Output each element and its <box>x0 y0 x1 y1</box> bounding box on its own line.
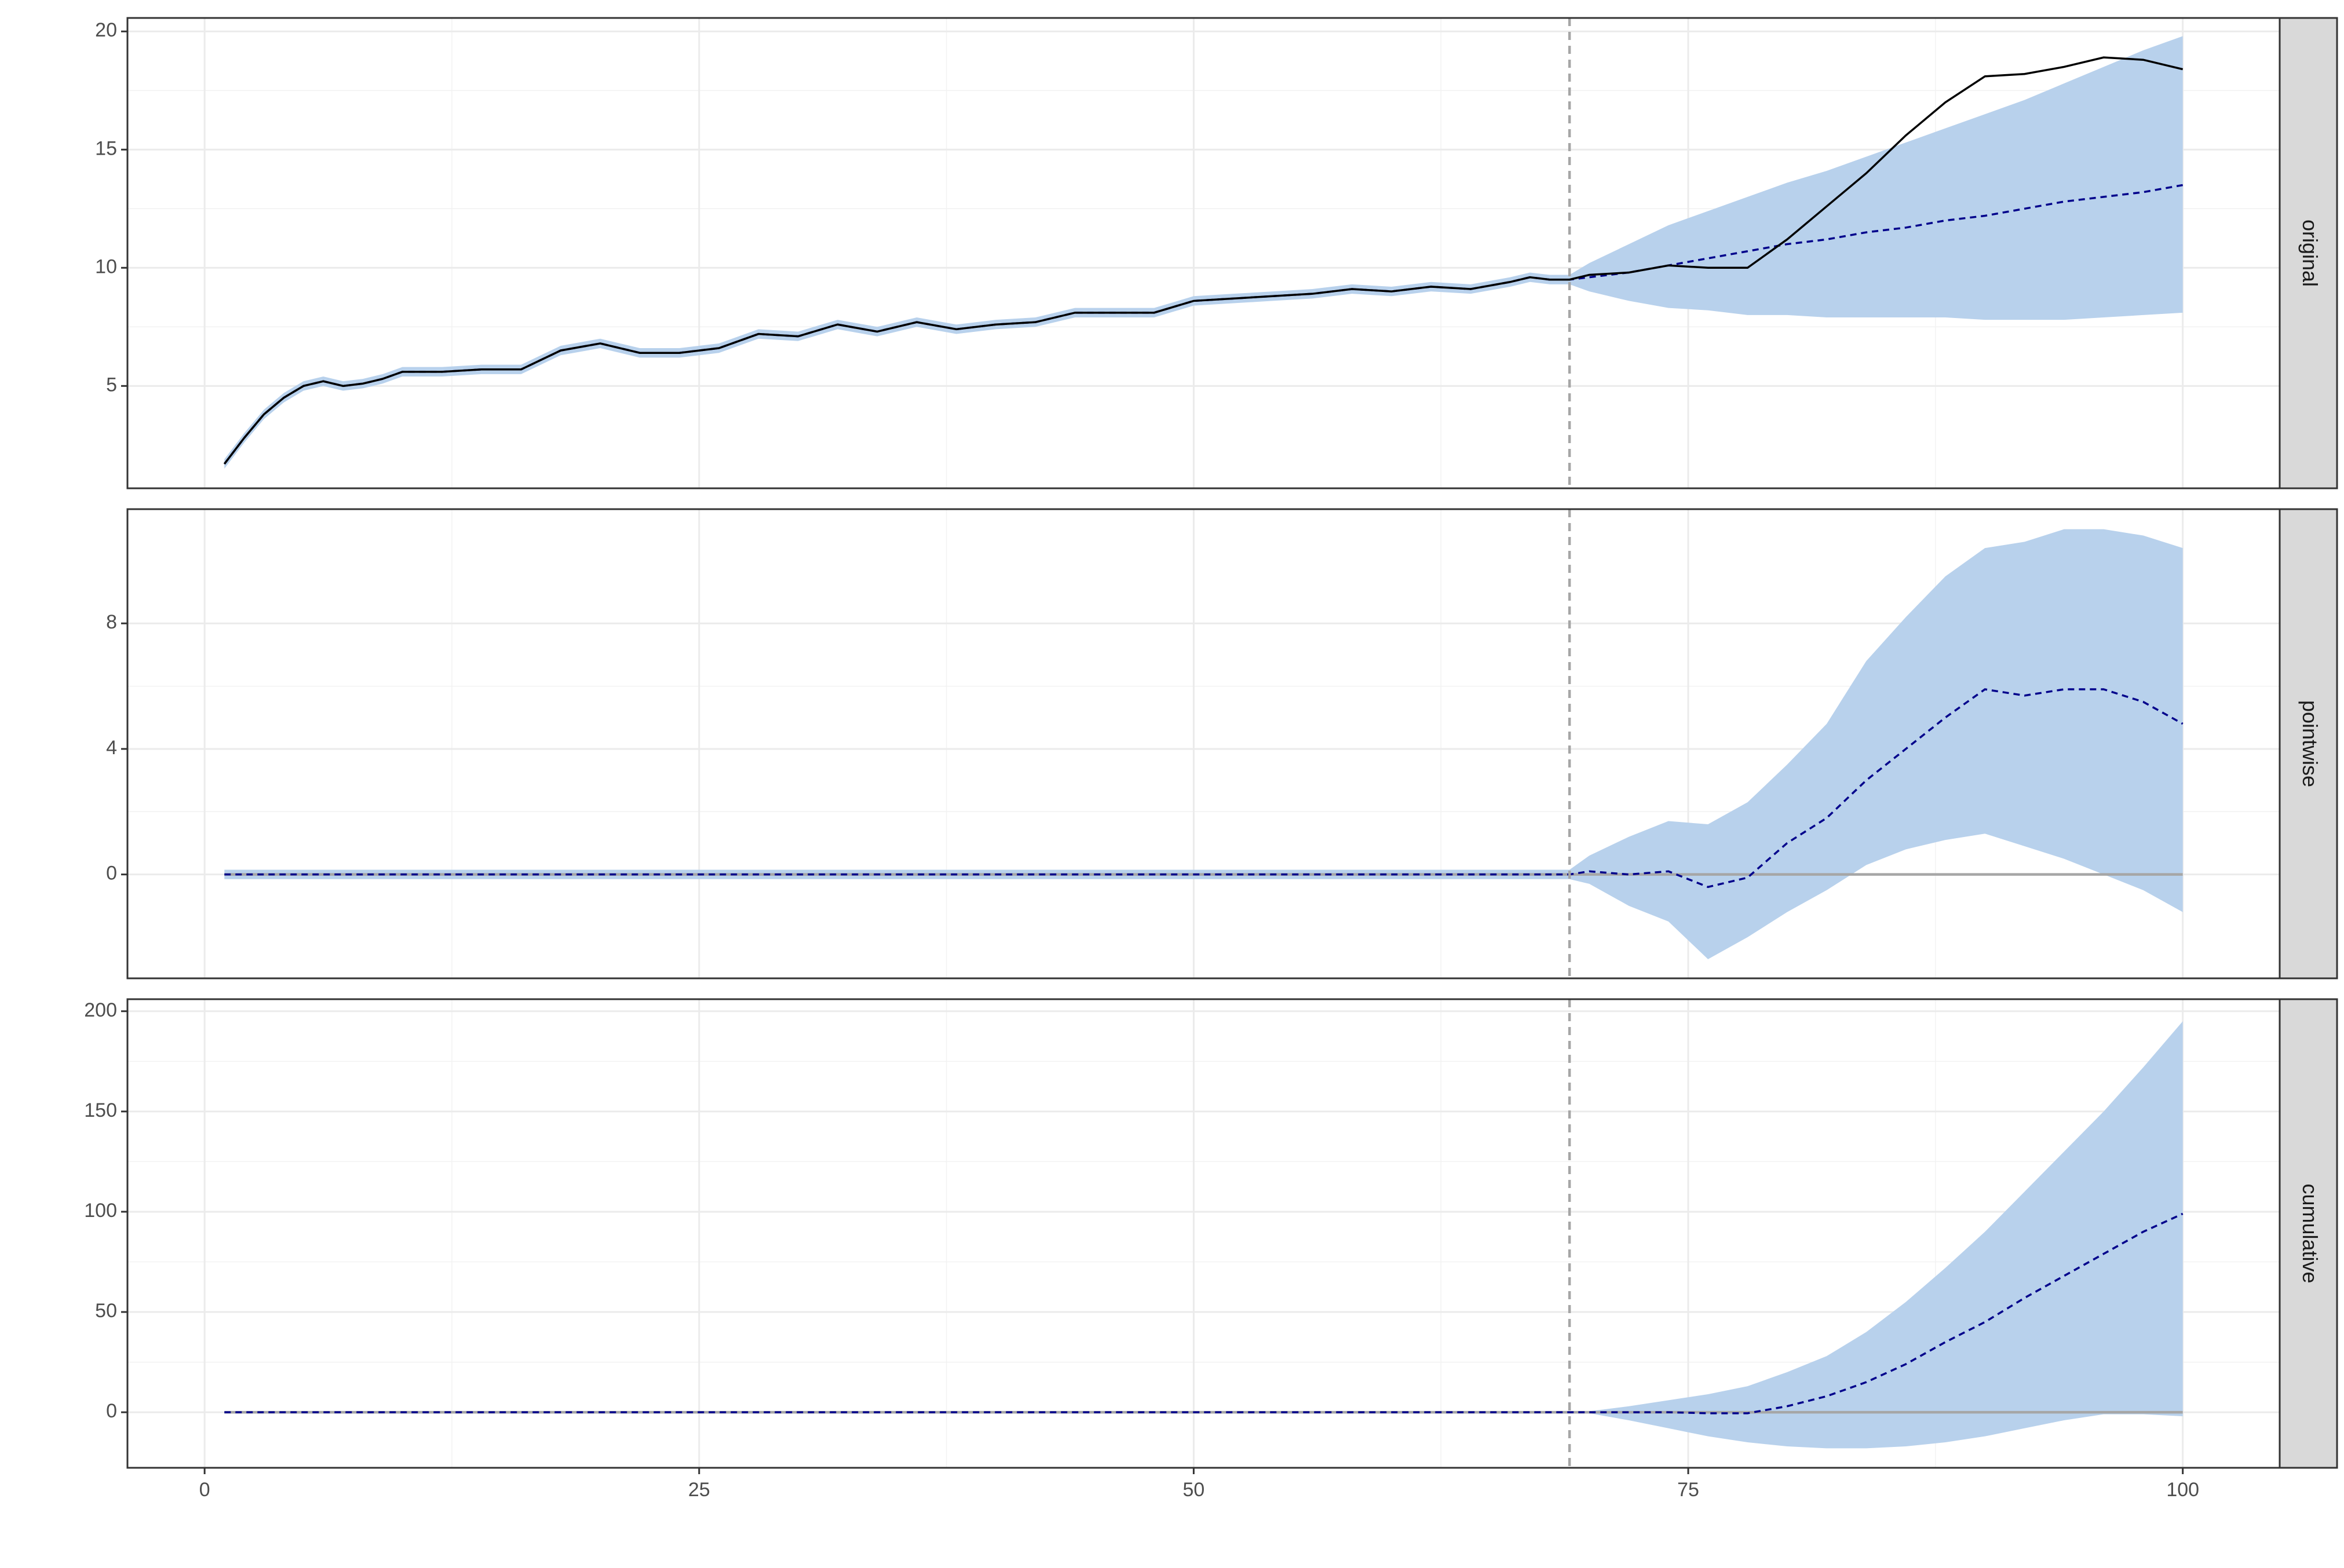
x-tick-label: 100 <box>2166 1479 2199 1501</box>
interval-band <box>224 1021 2183 1449</box>
y-tick-label: 200 <box>84 999 117 1021</box>
strip-background <box>2279 17 2338 489</box>
strip-label: pointwise <box>2298 700 2322 787</box>
mean-line <box>224 1212 2184 1415</box>
y-tick-label: 5 <box>106 374 117 396</box>
y-tick-label: 150 <box>84 1099 117 1121</box>
y-tick-label: 8 <box>106 611 117 633</box>
strip-label: original <box>2298 220 2322 287</box>
y-tick-label: 0 <box>106 862 117 884</box>
y-tick-label: 50 <box>95 1300 117 1322</box>
y-tick-label: 20 <box>95 19 117 41</box>
interval-band <box>224 36 2183 469</box>
y-tick-label: 100 <box>84 1200 117 1222</box>
mean-line <box>224 688 2184 889</box>
y-tick-label: 10 <box>95 255 117 277</box>
x-tick-label: 75 <box>1677 1479 1699 1501</box>
x-tick-label: 50 <box>1183 1479 1205 1501</box>
y-tick-label: 15 <box>95 137 117 159</box>
strip-background <box>2279 998 2338 1469</box>
strip-background <box>2279 508 2338 979</box>
interval-band <box>224 529 2183 959</box>
strip-label: cumulative <box>2298 1183 2322 1283</box>
x-tick-label: 25 <box>688 1479 710 1501</box>
actual-line <box>223 56 2184 465</box>
y-tick-label: 4 <box>106 737 117 759</box>
y-tick-label: 0 <box>106 1400 117 1422</box>
x-tick-label: 0 <box>199 1479 210 1501</box>
